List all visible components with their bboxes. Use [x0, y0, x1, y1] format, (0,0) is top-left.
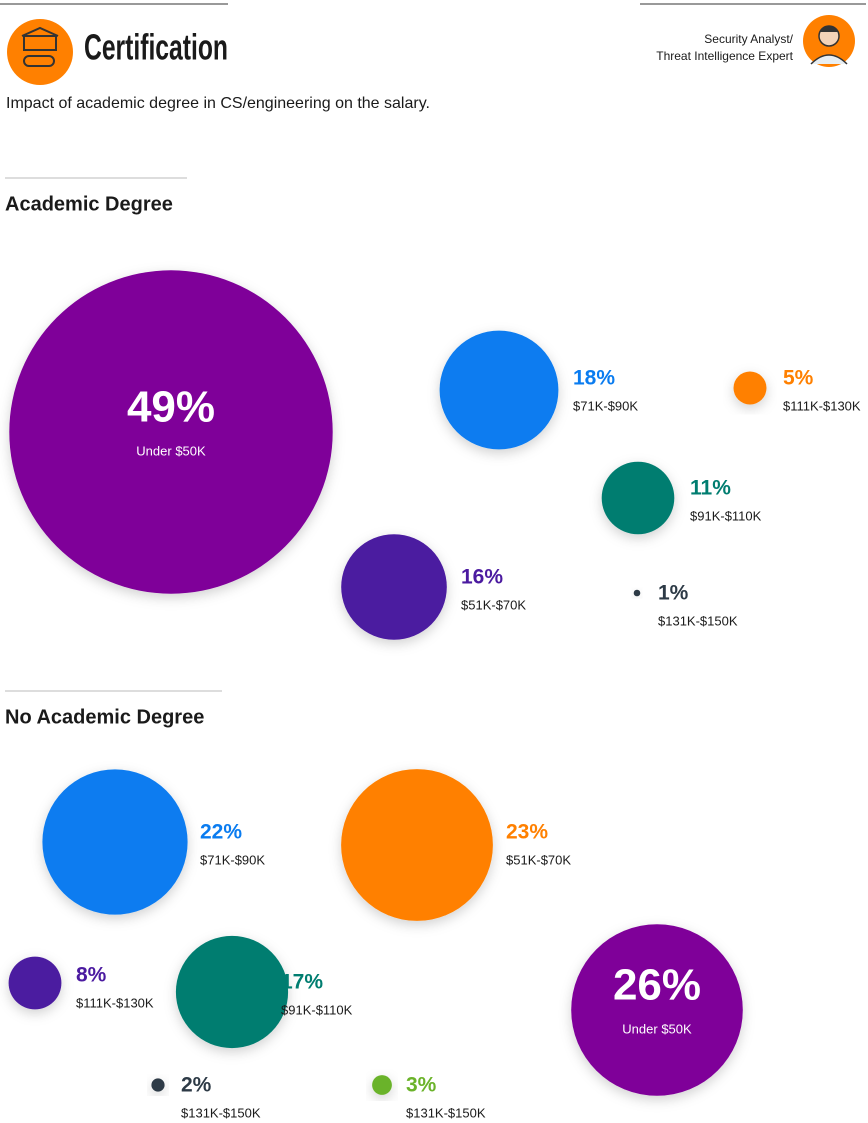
- bubble: [9, 270, 333, 594]
- value-label: 5%: [783, 367, 814, 390]
- category-label: $131K-$150K: [406, 1105, 486, 1120]
- certification-icon: [7, 19, 73, 85]
- section-title: No Academic Degree: [5, 706, 204, 728]
- bubble: [8, 956, 62, 1010]
- bubble: [42, 769, 188, 915]
- value-label: 49%: [127, 383, 215, 432]
- bubble: [372, 1075, 392, 1095]
- value-label: 18%: [573, 367, 615, 390]
- bubble: [571, 924, 743, 1096]
- category-label: $91K-$110K: [281, 1002, 353, 1017]
- bubble: [439, 330, 559, 450]
- value-label: 17%: [281, 971, 323, 994]
- bubble: [733, 371, 767, 405]
- category-label: Under $50K: [136, 443, 206, 458]
- bubble: [341, 534, 447, 640]
- category-label: $131K-$150K: [658, 613, 738, 628]
- avatar: [803, 15, 855, 67]
- section-title: Academic Degree: [5, 193, 173, 215]
- value-label: 3%: [406, 1074, 437, 1097]
- page-subtitle: Impact of academic degree in CS/engineer…: [6, 95, 430, 112]
- category-label: $111K-$130K: [783, 398, 861, 413]
- bubble: [601, 461, 675, 535]
- value-label: 26%: [613, 961, 701, 1010]
- category-label: $111K-$130K: [76, 995, 154, 1010]
- category-label: $71K-$90K: [573, 398, 638, 413]
- bubble: [341, 769, 493, 921]
- role-line: Threat Intelligence Expert: [656, 49, 793, 63]
- bubble: [175, 935, 289, 1049]
- bubble: [633, 589, 641, 597]
- value-label: 23%: [506, 821, 548, 844]
- value-label: 2%: [181, 1074, 212, 1097]
- value-label: 16%: [461, 566, 503, 589]
- category-label: Under $50K: [622, 1021, 692, 1036]
- category-label: $71K-$90K: [200, 852, 265, 867]
- category-label: $51K-$70K: [461, 597, 526, 612]
- role-line: Security Analyst/: [704, 32, 793, 46]
- bubble: [151, 1078, 165, 1092]
- value-label: 11%: [690, 477, 731, 500]
- category-label: $91K-$110K: [690, 508, 762, 523]
- page-title: Certification: [84, 27, 228, 68]
- value-label: 22%: [200, 821, 242, 844]
- category-label: $131K-$150K: [181, 1105, 261, 1120]
- value-label: 8%: [76, 964, 107, 987]
- category-label: $51K-$70K: [506, 852, 571, 867]
- value-label: 1%: [658, 582, 689, 605]
